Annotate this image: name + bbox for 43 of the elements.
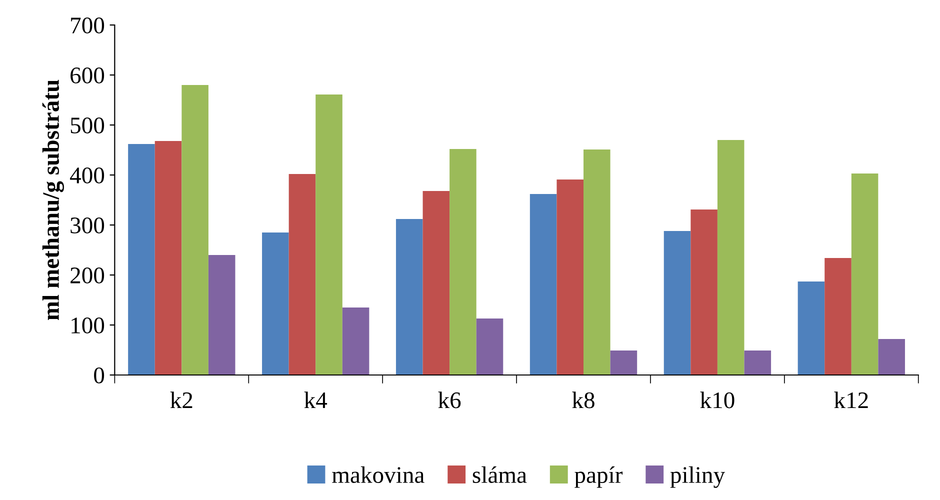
y-axis-title: ml methanu/g substrátu	[42, 80, 64, 320]
bar	[316, 94, 342, 375]
x-tick-label: k10	[700, 392, 734, 408]
y-tick-label: 400	[70, 167, 104, 184]
y-tick-label: 600	[70, 67, 104, 84]
bar	[851, 174, 878, 375]
legend-label: piliny	[670, 466, 725, 488]
y-tick-label: 700	[71, 17, 104, 34]
legend-label: papír	[574, 466, 623, 488]
bar	[342, 308, 370, 375]
bar	[584, 150, 610, 375]
bar	[824, 258, 852, 375]
y-tick-label: 200	[70, 267, 104, 284]
bar	[664, 231, 691, 375]
legend-label: sláma	[472, 466, 527, 484]
bar	[208, 255, 236, 375]
bar	[396, 219, 423, 375]
y-tick-label: 100	[72, 317, 104, 334]
x-tick-label: k4	[304, 392, 328, 408]
x-tick-label: k2	[170, 392, 192, 408]
bar	[717, 140, 744, 375]
bar	[878, 339, 905, 375]
legend-label: makovina	[332, 466, 424, 484]
bar	[262, 232, 289, 375]
y-tick-label: 500	[70, 117, 104, 134]
bar	[690, 210, 718, 375]
bar	[128, 144, 155, 375]
x-tick-label: k6	[438, 392, 461, 408]
bar	[744, 350, 772, 375]
bar	[556, 180, 584, 375]
bar	[288, 174, 316, 375]
bar	[476, 318, 504, 375]
bar	[450, 149, 476, 375]
bar	[610, 350, 638, 375]
bar	[530, 194, 557, 375]
y-tick-label: 0	[94, 367, 104, 384]
bar	[798, 282, 825, 375]
x-tick-label: k12	[834, 392, 868, 408]
bar	[182, 85, 208, 375]
y-tick-label: 300	[70, 217, 104, 234]
x-tick-label: k8	[572, 392, 594, 408]
bar	[422, 191, 450, 375]
bar	[154, 141, 182, 375]
